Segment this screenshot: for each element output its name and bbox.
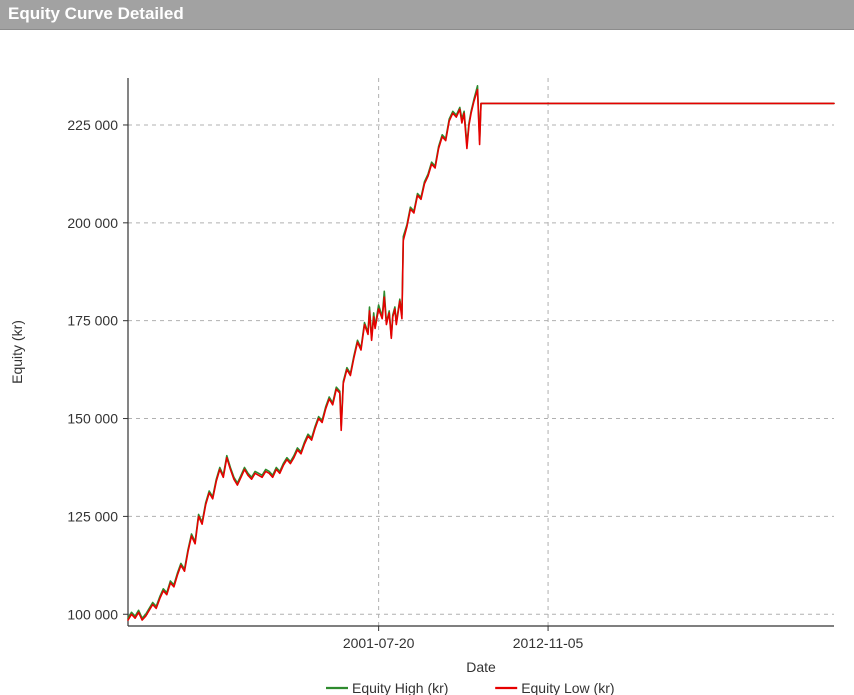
svg-text:2001-07-20: 2001-07-20 <box>343 635 415 651</box>
chart-area: 100 000 125 000 150 000 175 000 200 000 225 0… <box>0 30 854 695</box>
svg-text:175 000: 175 000 <box>67 313 118 329</box>
svg-text:Equity Low (kr): Equity Low (kr) <box>521 680 614 695</box>
svg-text:Equity High (kr): Equity High (kr) <box>352 680 448 695</box>
svg-text:225 000: 225 000 <box>67 117 118 133</box>
panel-title: Equity Curve Detailed <box>0 0 854 30</box>
svg-text:200 000: 200 000 <box>67 215 118 231</box>
svg-text:125 000: 125 000 <box>67 508 118 524</box>
equity-panel: Equity Curve Detailed 100 000 125 000 150 … <box>0 0 854 695</box>
svg-text:2012-11-05: 2012-11-05 <box>513 635 584 651</box>
equity-chart: 100 000 125 000 150 000 175 000 200 000 225 0… <box>0 30 854 695</box>
svg-text:Date: Date <box>466 659 496 675</box>
svg-text:150 000: 150 000 <box>67 411 118 427</box>
svg-text:100 000: 100 000 <box>67 606 118 622</box>
svg-text:Equity (kr): Equity (kr) <box>9 320 25 384</box>
